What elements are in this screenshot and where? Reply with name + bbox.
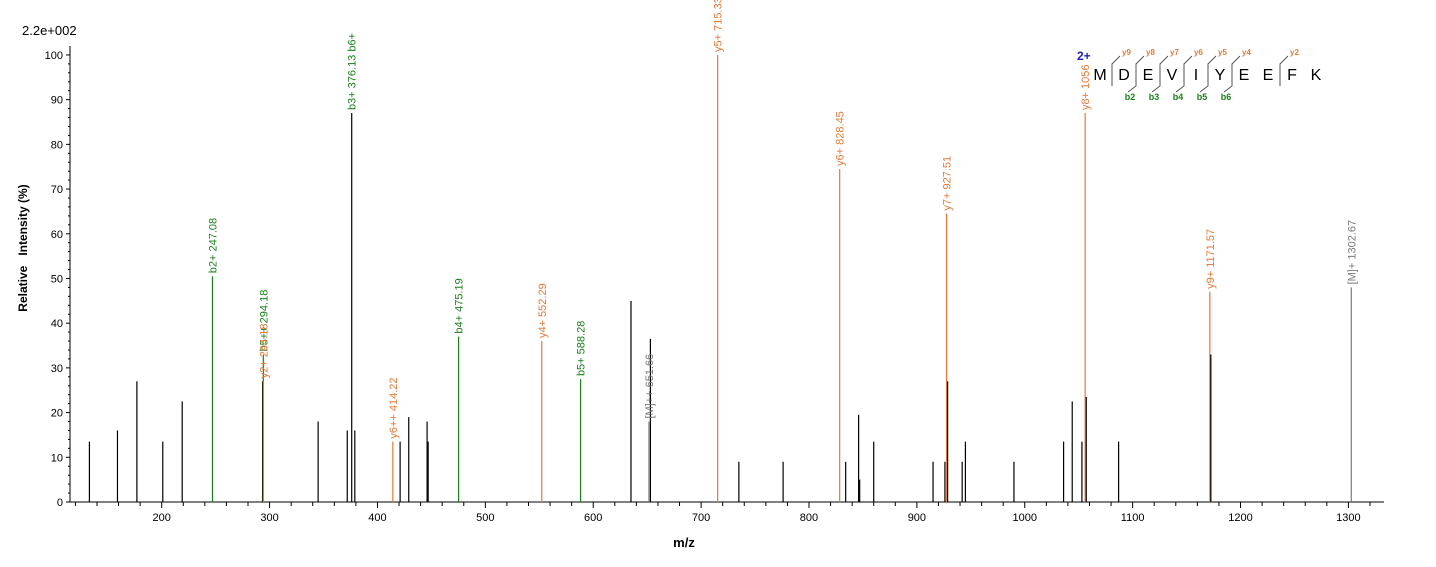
y-tick-label: 80 — [51, 139, 63, 151]
y-ion-label: y5 — [1218, 48, 1227, 57]
peak-label: y9+ 1171.57 — [1205, 229, 1217, 289]
y-tick-label: 100 — [45, 50, 63, 62]
y-tick-label: 90 — [51, 95, 63, 107]
y-ion-bracket — [1183, 55, 1193, 86]
peak-label: [M]++ 651.66 — [644, 354, 656, 419]
x-tick-label: 700 — [692, 512, 710, 524]
y-axis-title: Relative Intensity (%) — [16, 184, 30, 311]
residue-letter: D — [1118, 67, 1130, 84]
peak-label: y6+ 828.45 — [835, 111, 847, 166]
b-ion-bracket — [1151, 64, 1161, 93]
residue-letter: M — [1093, 67, 1106, 84]
b-ion-label: b5 — [1197, 92, 1208, 102]
y-ion-label: y9 — [1122, 48, 1131, 57]
x-tick-label: 900 — [908, 512, 926, 524]
peak-label: b2+ 247.08 — [207, 218, 219, 273]
peak-label: y7+ 927.51 — [942, 156, 954, 211]
peak-label: [M]+ 1302.67 — [1346, 220, 1358, 285]
x-tick-label: 1100 — [1121, 512, 1145, 524]
y-tick-label: 50 — [51, 273, 63, 285]
peaks-layer — [88, 54, 1352, 502]
x-tick-label: 1300 — [1336, 512, 1360, 524]
x-tick-label: 300 — [260, 512, 278, 524]
x-tick-label: 600 — [584, 512, 602, 524]
y-ion-bracket — [1279, 55, 1289, 86]
x-tick-label: 1000 — [1013, 512, 1037, 524]
y-ion-label: y6 — [1194, 48, 1203, 57]
x-tick-label: 500 — [476, 512, 494, 524]
b-ion-bracket — [1199, 64, 1209, 93]
y-ion-bracket — [1111, 55, 1121, 86]
y-ion-label: y4 — [1242, 48, 1251, 57]
intensity-scale-label: 2.2e+002 — [22, 23, 77, 38]
peak-label: y2+ 294.18 — [258, 324, 270, 379]
residue-letter: V — [1167, 67, 1178, 84]
axes-layer: 0 10 20 30 40 50 60 70 80 90 100 200 300 400 500 600 700… — [45, 46, 1384, 524]
b-ion-label: b2 — [1125, 92, 1136, 102]
b-ion-bracket — [1127, 64, 1137, 93]
residue-letter: F — [1287, 67, 1297, 84]
b-ion-bracket — [1223, 64, 1233, 93]
x-tick-label: 800 — [800, 512, 818, 524]
residue-letter: K — [1311, 67, 1322, 84]
y-tick-label: 70 — [51, 184, 63, 196]
residue-letter: E — [1263, 67, 1274, 84]
peak-label: b5+ 588.28 — [576, 321, 588, 376]
residue-letter: E — [1143, 67, 1154, 84]
x-tick-label: 400 — [368, 512, 386, 524]
y-tick-label: 60 — [51, 229, 63, 241]
b-ion-label: b3 — [1149, 92, 1160, 102]
peak-label: y6++ 414.22 — [388, 377, 400, 438]
peak-label: y5+ 715.33 — [713, 0, 725, 52]
y-tick-label: 40 — [51, 318, 63, 330]
y-ion-label: y7 — [1170, 48, 1179, 57]
charge-state: 2+ — [1077, 49, 1091, 63]
peak-label: b5++ 294.18 — [258, 290, 270, 352]
residue-letter: I — [1194, 67, 1198, 84]
x-tick-label: 1200 — [1228, 512, 1252, 524]
b-ion-label: b6 — [1221, 92, 1232, 102]
y-tick-label: 30 — [51, 363, 63, 375]
y-ion-label: y2 — [1290, 48, 1299, 57]
x-axis-title: m/z — [673, 535, 695, 550]
x-tick-label: 200 — [153, 512, 171, 524]
peak-label: b3+ 376.13 b6+ — [347, 33, 359, 110]
residue-letter: Y — [1215, 67, 1226, 84]
peak-label: y8+ 1056 — [1080, 64, 1092, 110]
y-tick-label: 20 — [51, 408, 63, 420]
residue-letter: E — [1239, 67, 1250, 84]
b-ion-label: b4 — [1173, 92, 1184, 102]
y-ion-label: y8 — [1146, 48, 1155, 57]
b-ion-bracket — [1175, 64, 1185, 93]
y-tick-label: 10 — [51, 452, 63, 464]
peak-label: y4+ 552.29 — [537, 283, 549, 338]
peak-label: b4+ 475.19 — [454, 278, 466, 333]
y-tick-label: 0 — [57, 497, 63, 509]
